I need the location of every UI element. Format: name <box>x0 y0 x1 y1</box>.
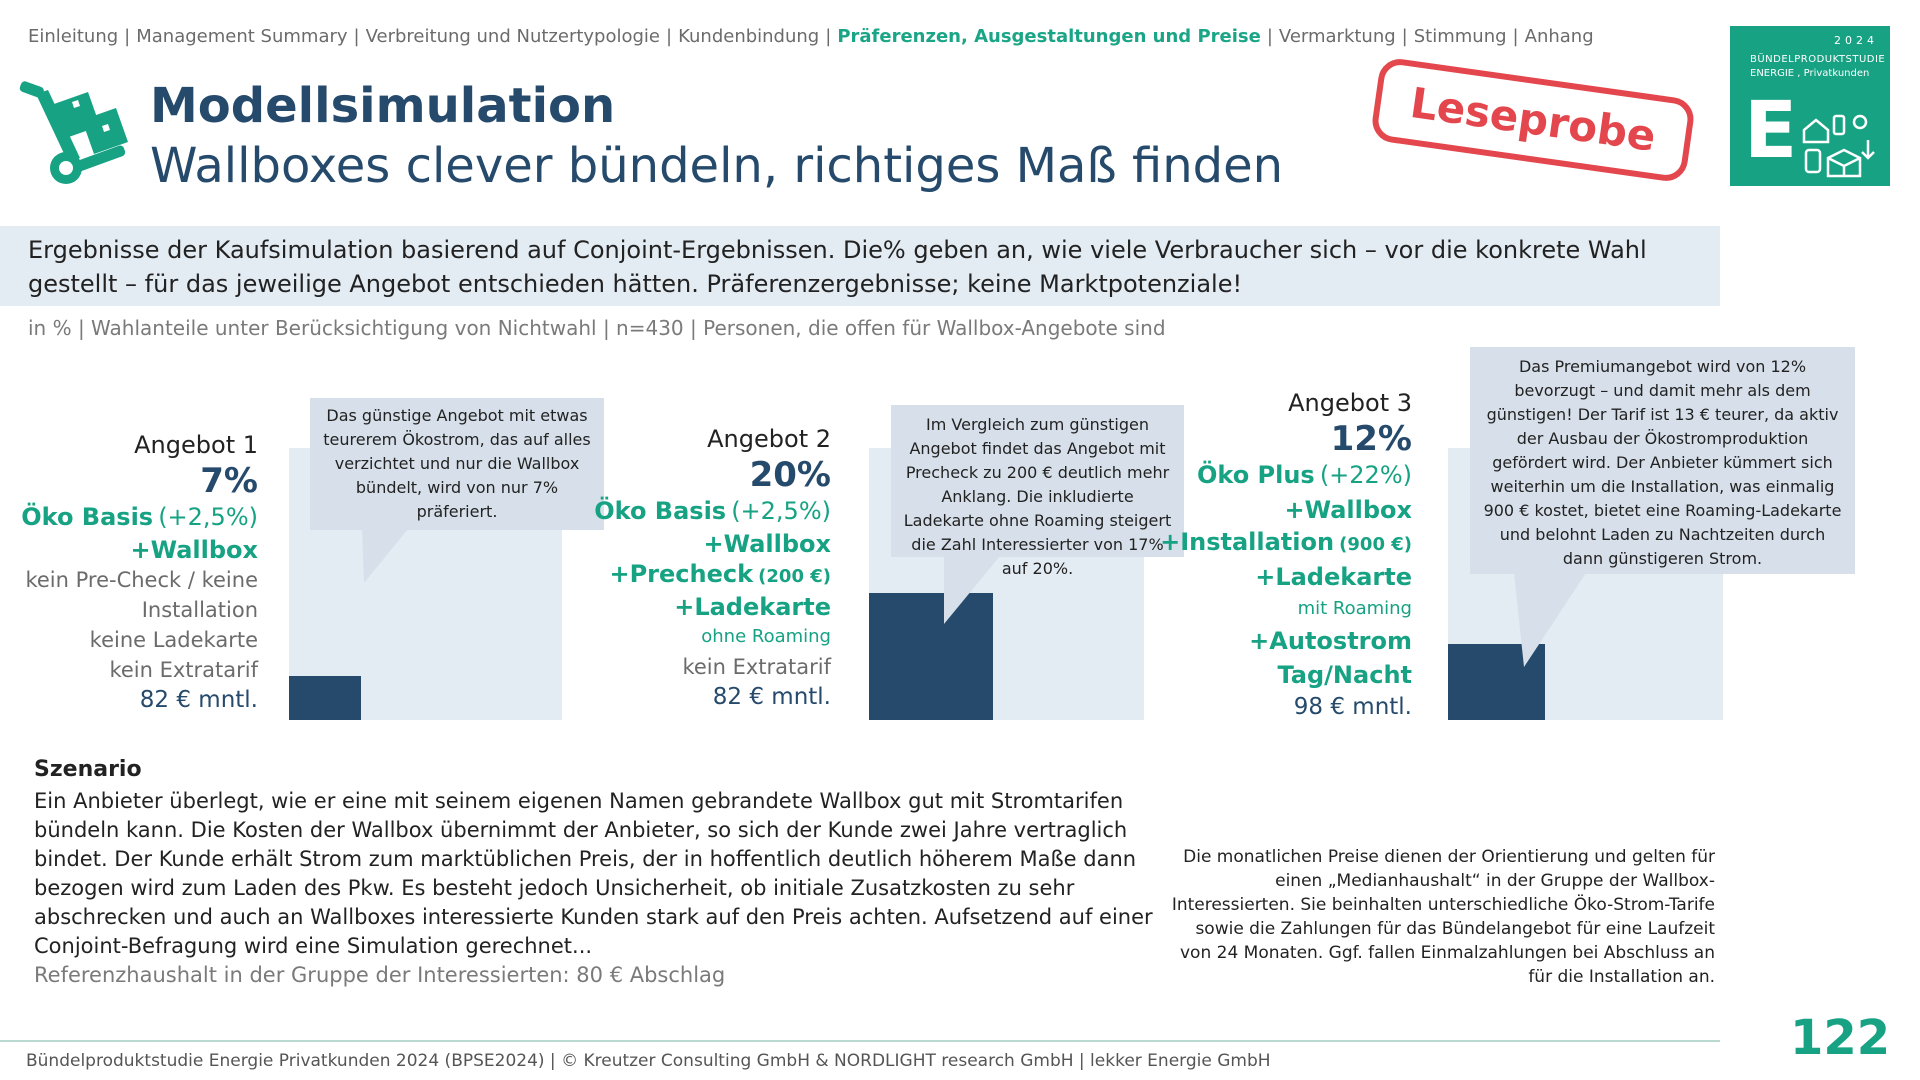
leseprobe-stamp: Leseprobe <box>1369 56 1697 184</box>
nav-separator: | <box>1266 26 1273 47</box>
badge-letter: E <box>1744 86 1798 176</box>
page-title: Modellsimulation <box>150 78 616 134</box>
offer-details-3: Angebot 3 12% Öko Plus (+22%) +Wallbox +… <box>1112 388 1412 722</box>
nav-item[interactable]: Stimmung <box>1413 26 1507 47</box>
offer-tariff-delta: (+22%) <box>1319 461 1412 489</box>
offer-tariff-delta: (+2,5%) <box>731 497 831 525</box>
page-subtitle: Wallboxes clever bündeln, richtiges Maß … <box>150 138 1284 194</box>
offer-feature: +Ladekarte <box>1255 563 1412 591</box>
offer-percent: 20% <box>749 455 831 495</box>
bar-angebot-1 <box>289 676 361 720</box>
offer-extra: kein Extratarif <box>682 655 831 679</box>
callout-angebot-1: Das günstige Angebot mit etwas teurerem … <box>310 398 604 530</box>
bar-angebot-2 <box>869 593 993 720</box>
scenario-title: Szenario <box>34 757 142 782</box>
price-note: Die monatlichen Preise dienen der Orient… <box>1171 847 1715 987</box>
nav-item[interactable]: Präferenzen, Ausgestaltungen und Preise <box>837 26 1261 47</box>
offer-tariff: Öko Basis <box>594 497 727 525</box>
intro-box <box>0 226 1720 306</box>
offer-extra: Installation <box>141 598 258 622</box>
offer-feature: +Ladekarte <box>674 593 831 621</box>
callout-tail-3 <box>1514 573 1586 667</box>
nav-separator: | <box>1512 26 1519 47</box>
offer-feature: +Wallbox <box>1284 496 1412 524</box>
badge-subtitle: ENERGIE , Privatkunden <box>1750 68 1870 79</box>
badge-title: BÜNDELPRODUKTSTUDIE <box>1750 54 1886 65</box>
nav-item[interactable]: Vermarktung <box>1278 26 1396 47</box>
offer-extra: kein Pre-Check / keine <box>25 568 258 592</box>
nav-separator: | <box>825 26 832 47</box>
top-navigation: Einleitung | Management Summary | Verbreitun… <box>28 26 1594 47</box>
nav-item[interactable]: Management Summary <box>136 26 348 47</box>
scenario-reference: Referenzhaushalt in der Gruppe der Inter… <box>34 963 726 987</box>
offer-tariff: Öko Basis <box>21 503 154 531</box>
offer-tariff-delta: (+2,5%) <box>158 503 258 531</box>
nav-item[interactable]: Anhang <box>1524 26 1594 47</box>
intro-text: Ergebnisse der Kaufsimulation basierend … <box>28 236 1647 298</box>
nav-separator: | <box>124 26 131 47</box>
nav-separator: | <box>666 26 673 47</box>
badge-year: 2024 <box>1834 34 1878 47</box>
nav-item[interactable]: Verbreitung und Nutzertypologie <box>365 26 661 47</box>
offer-feature: +Installation <box>1160 528 1335 556</box>
offer-feature: +Precheck <box>609 560 754 588</box>
study-badge: 2024 BÜNDELPRODUKTSTUDIE ENERGIE , Priva… <box>1730 26 1890 186</box>
nav-item[interactable]: Kundenbindung <box>678 26 820 47</box>
offer-feature-price: (900 €) <box>1339 534 1412 555</box>
offer-percent: 7% <box>200 461 258 501</box>
callout-tail-1 <box>362 529 408 583</box>
offer-feature: +Autostrom <box>1249 627 1412 655</box>
nav-separator: | <box>353 26 360 47</box>
offer-name: Angebot 3 <box>1288 389 1412 417</box>
nav-separator: | <box>1401 26 1408 47</box>
cart-boxes-icon <box>19 81 128 184</box>
nav-item[interactable]: Einleitung <box>28 26 119 47</box>
footer-text: Bündelproduktstudie Energie Privatkunden… <box>26 1051 1271 1071</box>
offer-name: Angebot 1 <box>134 431 258 459</box>
callout-angebot-3: Das Premiumangebot wird von 12% bevorzug… <box>1470 347 1855 574</box>
offer-details-2: Angebot 2 20% Öko Basis (+2,5%) +Wallbox… <box>531 424 831 712</box>
offer-feature: +Wallbox <box>130 536 258 564</box>
offer-details-1: Angebot 1 7% Öko Basis (+2,5%) +Wallbox … <box>0 430 258 715</box>
offer-feature-note: ohne Roaming <box>701 626 831 647</box>
scenario-text: Ein Anbieter überlegt, wie er eine mit s… <box>34 789 1153 958</box>
offer-name: Angebot 2 <box>707 425 831 453</box>
offer-extra: kein Extratarif <box>109 658 258 682</box>
offer-price: 98 € mntl. <box>1293 694 1412 720</box>
offer-feature: +Wallbox <box>703 530 831 558</box>
offer-price: 82 € mntl. <box>139 687 258 713</box>
footer-divider <box>0 1040 1720 1042</box>
offer-extra: keine Ladekarte <box>89 628 258 652</box>
sample-info: in % | Wahlanteile unter Berücksichtigun… <box>28 316 1166 340</box>
callout-angebot-2: Im Vergleich zum günstigen Angebot finde… <box>891 405 1184 578</box>
callout-tail-2 <box>944 556 1000 624</box>
offer-feature: Tag/Nacht <box>1277 661 1412 689</box>
offer-feature-price: (200 €) <box>758 566 831 587</box>
offer-feature-note: mit Roaming <box>1297 598 1412 619</box>
offer-percent: 12% <box>1330 419 1412 459</box>
page-number: 122 <box>1790 1010 1891 1066</box>
offer-price: 82 € mntl. <box>712 684 831 710</box>
offer-tariff: Öko Plus <box>1196 461 1315 489</box>
energy-devices-icon <box>1802 114 1875 178</box>
